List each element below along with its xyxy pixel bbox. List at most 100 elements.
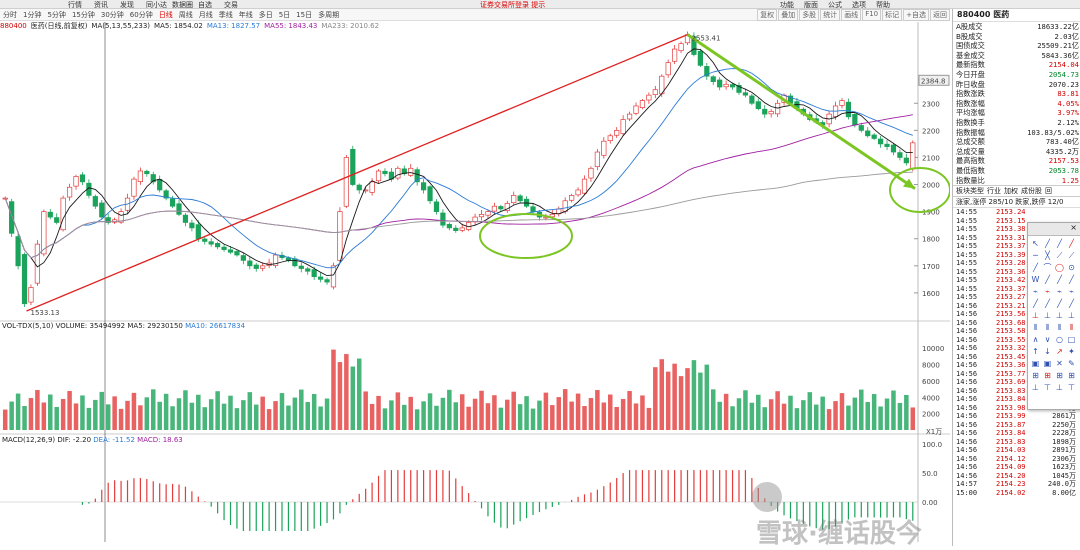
draw-tool-icon[interactable]: ⊞ (1032, 371, 1039, 380)
draw-tool-icon[interactable]: ↗ (1056, 347, 1063, 356)
draw-tool-icon[interactable]: ▣ (1043, 359, 1052, 368)
period-tab-9[interactable]: 季线 (218, 10, 233, 19)
draw-tool-icon[interactable]: ╱ (1033, 263, 1038, 272)
draw-tool-icon[interactable]: ╱ (1045, 239, 1050, 248)
draw-tool-icon[interactable]: ⫴ (1069, 323, 1074, 332)
period-tab-2[interactable]: 5分钟 (47, 10, 66, 19)
chart-area[interactable]: 2300 2200 2100 2000 1900 1800 1700 1600 10000 800… (0, 22, 951, 542)
period-tab-10[interactable]: 年线 (238, 10, 253, 19)
draw-tool-icon[interactable]: ✦ (1068, 347, 1075, 356)
period-tab-1[interactable]: 1分钟 (23, 10, 42, 19)
draw-tool-icon[interactable]: ╱ (1057, 239, 1062, 248)
sector-tab-2[interactable]: 加权 (1004, 187, 1018, 196)
draw-tool-icon[interactable]: ⟋ (1068, 251, 1075, 260)
draw-tool-icon[interactable]: ⊤ (1044, 383, 1051, 392)
tool-button-5[interactable]: F10 (862, 8, 882, 21)
period-tab-8[interactable]: 月线 (198, 10, 213, 19)
menu-item-3[interactable]: 同小达 (146, 1, 167, 9)
draw-tool-icon[interactable]: ⌁ (1045, 287, 1050, 296)
menu-item-0[interactable]: 行情 (68, 1, 82, 9)
draw-tool-icon[interactable]: ⊤ (1068, 383, 1075, 392)
draw-tool-icon[interactable]: ╱ (1045, 275, 1050, 284)
draw-tool-icon[interactable]: ⊥ (1056, 311, 1063, 320)
tool-button-6[interactable]: 标记 (882, 8, 903, 21)
draw-tool-icon[interactable]: ⊙ (1068, 263, 1075, 272)
tool-button-3[interactable]: 统计 (820, 8, 841, 21)
draw-tool-icon[interactable]: W (1031, 275, 1040, 284)
draw-tool-icon[interactable]: ⊥ (1032, 311, 1039, 320)
period-tab-12[interactable]: 5日 (278, 10, 291, 19)
draw-tool-icon[interactable]: ∧ (1032, 335, 1039, 344)
login-notice[interactable]: 证券交易所登录 提示 (480, 1, 546, 9)
draw-tool-icon[interactable]: ╱ (1069, 275, 1074, 284)
tool-button-8[interactable]: 返回 (930, 8, 950, 21)
tool-button-4[interactable]: 画线 (841, 8, 862, 21)
tool-button-2[interactable]: 多股 (799, 8, 820, 21)
draw-tool-icon[interactable]: ⫴ (1033, 323, 1038, 332)
draw-tool-icon[interactable]: ✎ (1068, 359, 1075, 368)
draw-tool-icon[interactable]: ╱ (1069, 239, 1074, 248)
sector-tab-1[interactable]: 行业 (987, 187, 1001, 196)
draw-tool-icon[interactable]: ◯ (1055, 263, 1064, 272)
draw-tool-icon[interactable]: ∨ (1044, 335, 1051, 344)
draw-tool-icon[interactable]: ⊥ (1068, 311, 1075, 320)
menu-item-4[interactable]: 数据圈 (172, 1, 193, 9)
draw-tool-icon[interactable]: ╳ (1045, 251, 1050, 260)
period-tab-4[interactable]: 30分钟 (100, 10, 124, 19)
sector-tab-4[interactable]: 回 (1045, 187, 1052, 196)
draw-tool-icon[interactable]: ─ (1033, 251, 1038, 260)
draw-tool-icon[interactable]: ▣ (1031, 359, 1040, 368)
menu-item-2[interactable]: 发现 (120, 1, 134, 9)
draw-tool-icon[interactable]: ⌁ (1069, 287, 1074, 296)
draw-tool-icon[interactable]: ╱ (1069, 299, 1074, 308)
draw-tool-icon[interactable]: ⟋ (1056, 251, 1063, 260)
period-tab-0[interactable]: 分时 (3, 10, 17, 19)
draw-tool-icon[interactable]: ⊞ (1056, 371, 1063, 380)
draw-tool-icon[interactable]: ⫴ (1045, 323, 1050, 332)
tool-button-1[interactable]: 叠加 (778, 8, 799, 21)
draw-tool-icon[interactable]: ✕ (1056, 359, 1063, 368)
period-tab-3[interactable]: 15分钟 (71, 10, 95, 19)
draw-tool-icon[interactable]: ○ (1056, 335, 1063, 344)
draw-tool-icon[interactable]: ⌁ (1057, 287, 1062, 296)
sector-tab-3[interactable]: 成份股 (1021, 187, 1042, 196)
draw-tool-icon[interactable]: □ (1067, 335, 1076, 344)
menu-item-1[interactable]: 资讯 (94, 1, 108, 9)
current-price-text: 2384.8 (921, 77, 946, 85)
draw-tool-icon[interactable]: ╱ (1057, 275, 1062, 284)
sector-tab-0[interactable]: 板块类型 (956, 187, 984, 196)
draw-tool-icon[interactable]: ⊞ (1068, 371, 1075, 380)
menu-item-6[interactable]: 交易 (224, 1, 238, 9)
draw-tool-icon[interactable]: ⊥ (1044, 311, 1051, 320)
draw-tool-icon[interactable]: ↓ (1044, 347, 1051, 356)
draw-tool-icon[interactable]: ╱ (1033, 299, 1038, 308)
period-tab-11[interactable]: 多日 (258, 10, 273, 19)
tool-button-0[interactable]: 复权 (757, 8, 778, 21)
draw-tool-icon[interactable]: ╱ (1045, 299, 1050, 308)
period-tab-14[interactable]: 多周期 (318, 10, 340, 19)
sys-menu-item-4[interactable]: 帮助 (876, 1, 890, 9)
period-tab-6[interactable]: 日线 (158, 10, 173, 19)
draw-tool-icon[interactable]: ⊞ (1044, 371, 1051, 380)
draw-tool-icon[interactable]: ↖ (1032, 239, 1039, 248)
sys-menu-item-0[interactable]: 功能 (780, 1, 794, 9)
period-tab-7[interactable]: 周线 (178, 10, 193, 19)
period-tab-5[interactable]: 60分钟 (129, 10, 153, 19)
draw-tool-icon[interactable]: ⊥ (1056, 383, 1063, 392)
draw-tool-icon[interactable]: ⊥ (1032, 383, 1039, 392)
period-tab-13[interactable]: 15日 (296, 10, 313, 19)
kline-chart[interactable]: 2300 2200 2100 2000 1900 1800 1700 1600 10000 800… (0, 22, 951, 542)
tick-list[interactable]: 14:55 2153.24 14:55 2153.15 14:55 2153.38 14:5… (953, 208, 1080, 497)
tool-button-7[interactable]: +自选 (903, 8, 929, 21)
drawing-tools-palette[interactable]: × ↖ ╱ ╱ ╱ ─ ╳ ⟋ ⟋ ╱ ⌒ ◯ ⊙ W ╱ ╱ ╱ ⌁ ⌁ ⌁ ⌁ ╱ ╱ ╱ ╱ ⊥ ⊥ ⊥ ⊥ ⫴ ⫴ ⫴ ⫴ ∧ ∨ ○ □ ↑ ↓… (1027, 222, 1080, 410)
draw-tool-icon[interactable]: ⌁ (1033, 287, 1038, 296)
draw-tool-icon[interactable]: ⌒ (1043, 263, 1052, 272)
sys-menu-item-3[interactable]: 选项 (852, 1, 866, 9)
sys-menu-item-2[interactable]: 公式 (828, 1, 842, 9)
draw-tool-icon[interactable]: ↑ (1032, 347, 1039, 356)
draw-tool-icon[interactable]: ╱ (1057, 299, 1062, 308)
sys-menu-item-1[interactable]: 版面 (804, 1, 818, 9)
menu-item-5[interactable]: 自选 (198, 1, 212, 9)
draw-tool-icon[interactable]: ⫴ (1057, 323, 1062, 332)
palette-close-icon[interactable]: × (1028, 223, 1080, 236)
